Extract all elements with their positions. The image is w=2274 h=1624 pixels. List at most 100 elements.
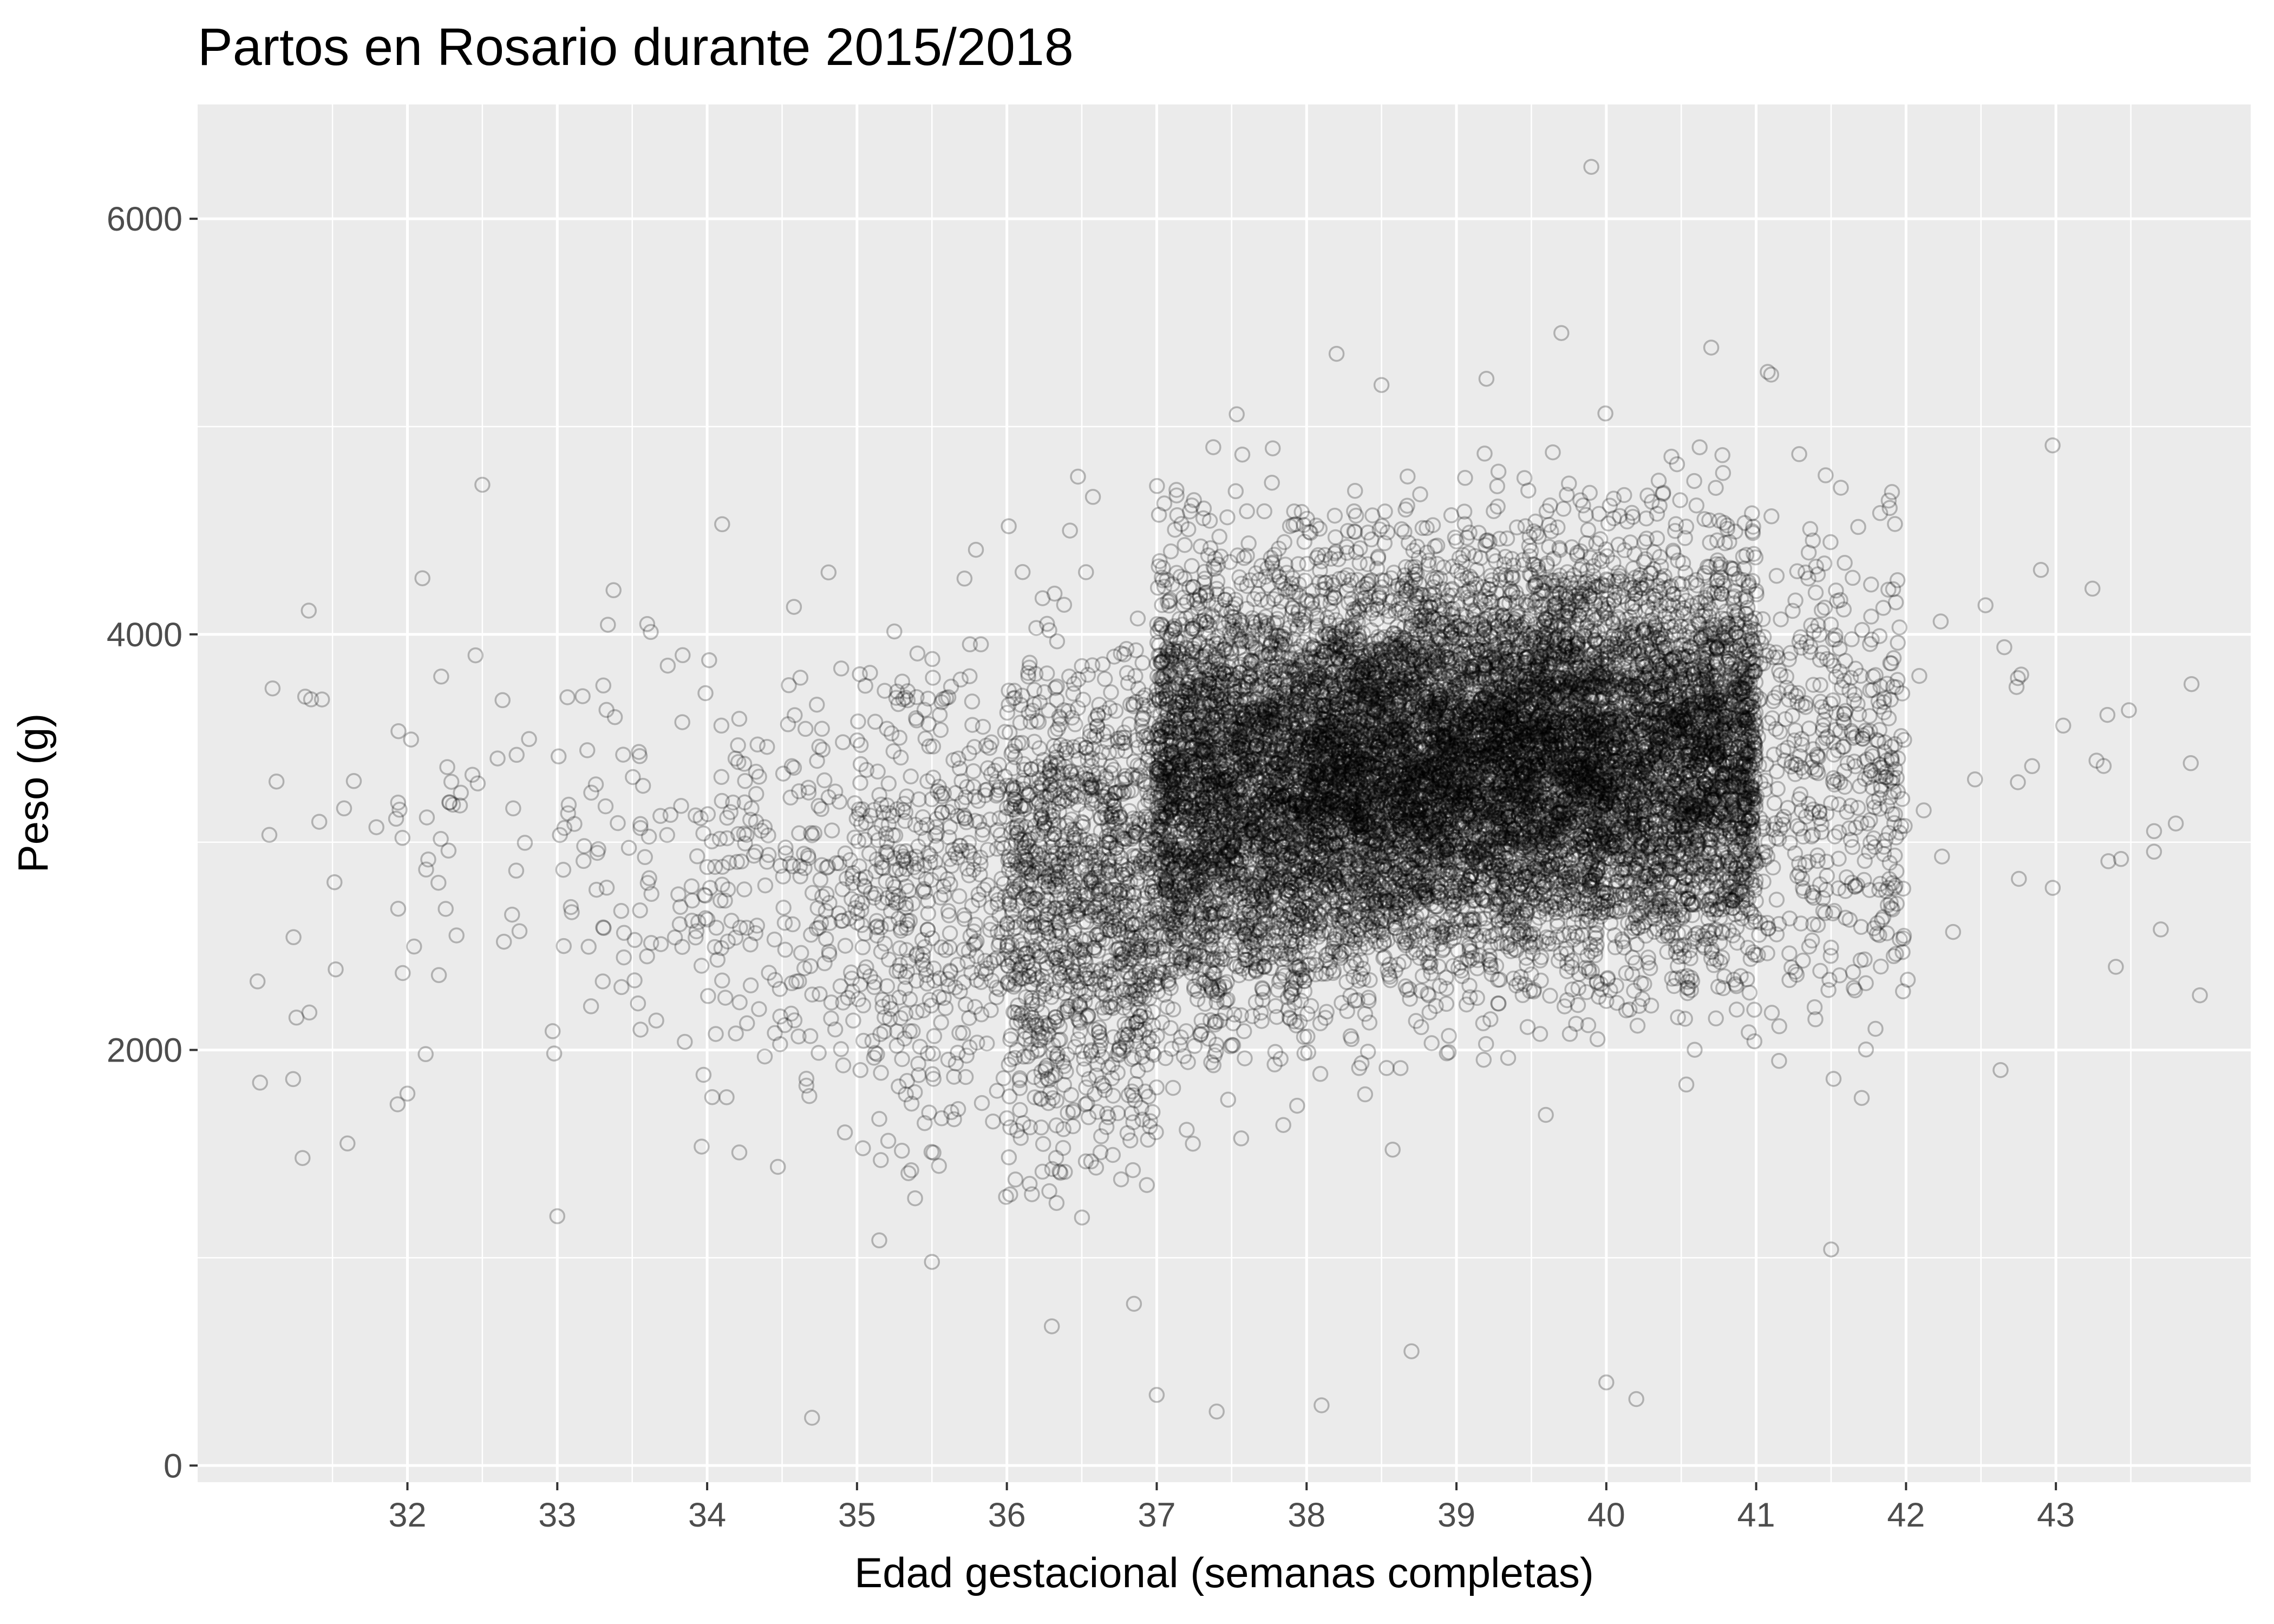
data-point (1024, 1186, 1040, 1202)
data-point (692, 810, 709, 826)
data-point (879, 890, 896, 906)
data-point (757, 877, 774, 894)
data-point (924, 930, 940, 946)
data-point (977, 782, 994, 798)
data-point (781, 677, 797, 693)
data-point (942, 819, 958, 835)
data-point (919, 921, 936, 938)
data-point (923, 997, 939, 1014)
data-point (998, 1189, 1014, 1205)
data-point (783, 1005, 800, 1022)
data-point (897, 813, 913, 829)
data-point (433, 669, 449, 685)
data-point (894, 1142, 910, 1159)
data-point (983, 766, 999, 783)
data-point (697, 910, 714, 926)
data-point (505, 800, 521, 817)
data-point (965, 923, 982, 940)
data-point (1063, 821, 1080, 838)
data-point (857, 678, 873, 694)
data-point (913, 820, 930, 836)
data-point (966, 739, 983, 755)
data-point (969, 1034, 985, 1051)
data-point (855, 1140, 871, 1156)
data-point (852, 976, 868, 993)
data-point (894, 1051, 910, 1068)
data-point (1141, 860, 1158, 877)
data-point (945, 841, 961, 858)
data-point (1042, 762, 1058, 778)
data-point (923, 1144, 940, 1160)
data-point (956, 907, 972, 924)
data-point (391, 802, 408, 818)
data-point (1106, 912, 1122, 929)
data-point (956, 911, 973, 927)
data-point (957, 1069, 974, 1085)
data-point (775, 868, 792, 885)
data-point (852, 870, 868, 887)
data-point (879, 846, 896, 863)
data-point (967, 916, 983, 933)
data-point (813, 914, 829, 931)
data-point (888, 963, 905, 979)
data-point (995, 1070, 1012, 1086)
data-point (880, 1132, 897, 1149)
data-point (791, 973, 807, 990)
data-point (772, 981, 788, 997)
data-point (394, 830, 411, 846)
data-point (1066, 829, 1082, 846)
data-point (943, 857, 960, 874)
data-point (890, 696, 907, 712)
data-point (851, 806, 867, 822)
data-point (998, 800, 1015, 816)
data-point (891, 989, 907, 1006)
data-point (641, 870, 657, 887)
data-point (979, 960, 995, 977)
data-point (587, 776, 604, 793)
data-point (631, 748, 648, 764)
data-point (688, 923, 705, 940)
data-point (782, 789, 799, 806)
data-point (833, 660, 850, 677)
data-point (992, 827, 1009, 843)
data-point (857, 879, 873, 895)
data-point (814, 857, 830, 873)
data-point (674, 939, 690, 955)
data-point (858, 814, 874, 831)
data-point (933, 1110, 950, 1127)
data-point (979, 877, 996, 893)
data-point (977, 953, 994, 969)
data-point (727, 750, 744, 767)
data-point (580, 939, 597, 955)
data-point (897, 804, 914, 821)
data-point (962, 844, 978, 861)
data-point (772, 1036, 788, 1052)
data-point (891, 861, 908, 877)
data-point (844, 868, 860, 884)
data-point (707, 939, 723, 955)
data-point (666, 929, 683, 946)
data-point (720, 881, 736, 898)
data-point (787, 707, 803, 723)
data-point (858, 959, 874, 975)
data-point (1063, 784, 1079, 801)
data-point (896, 1030, 913, 1047)
data-point (433, 831, 449, 847)
data-point (702, 880, 718, 896)
data-point (837, 938, 854, 954)
data-point (796, 960, 813, 977)
data-point (1083, 870, 1099, 886)
data-point (802, 1028, 819, 1044)
data-point (970, 886, 986, 902)
data-point (906, 1084, 923, 1101)
data-point (616, 949, 632, 966)
data-point (818, 903, 834, 919)
data-point (986, 763, 1003, 779)
data-point (989, 822, 1006, 839)
data-point (721, 854, 737, 871)
data-point (662, 807, 679, 823)
data-point (1125, 814, 1141, 830)
data-point (969, 933, 985, 949)
data-point (957, 789, 974, 806)
data-point (555, 861, 572, 878)
